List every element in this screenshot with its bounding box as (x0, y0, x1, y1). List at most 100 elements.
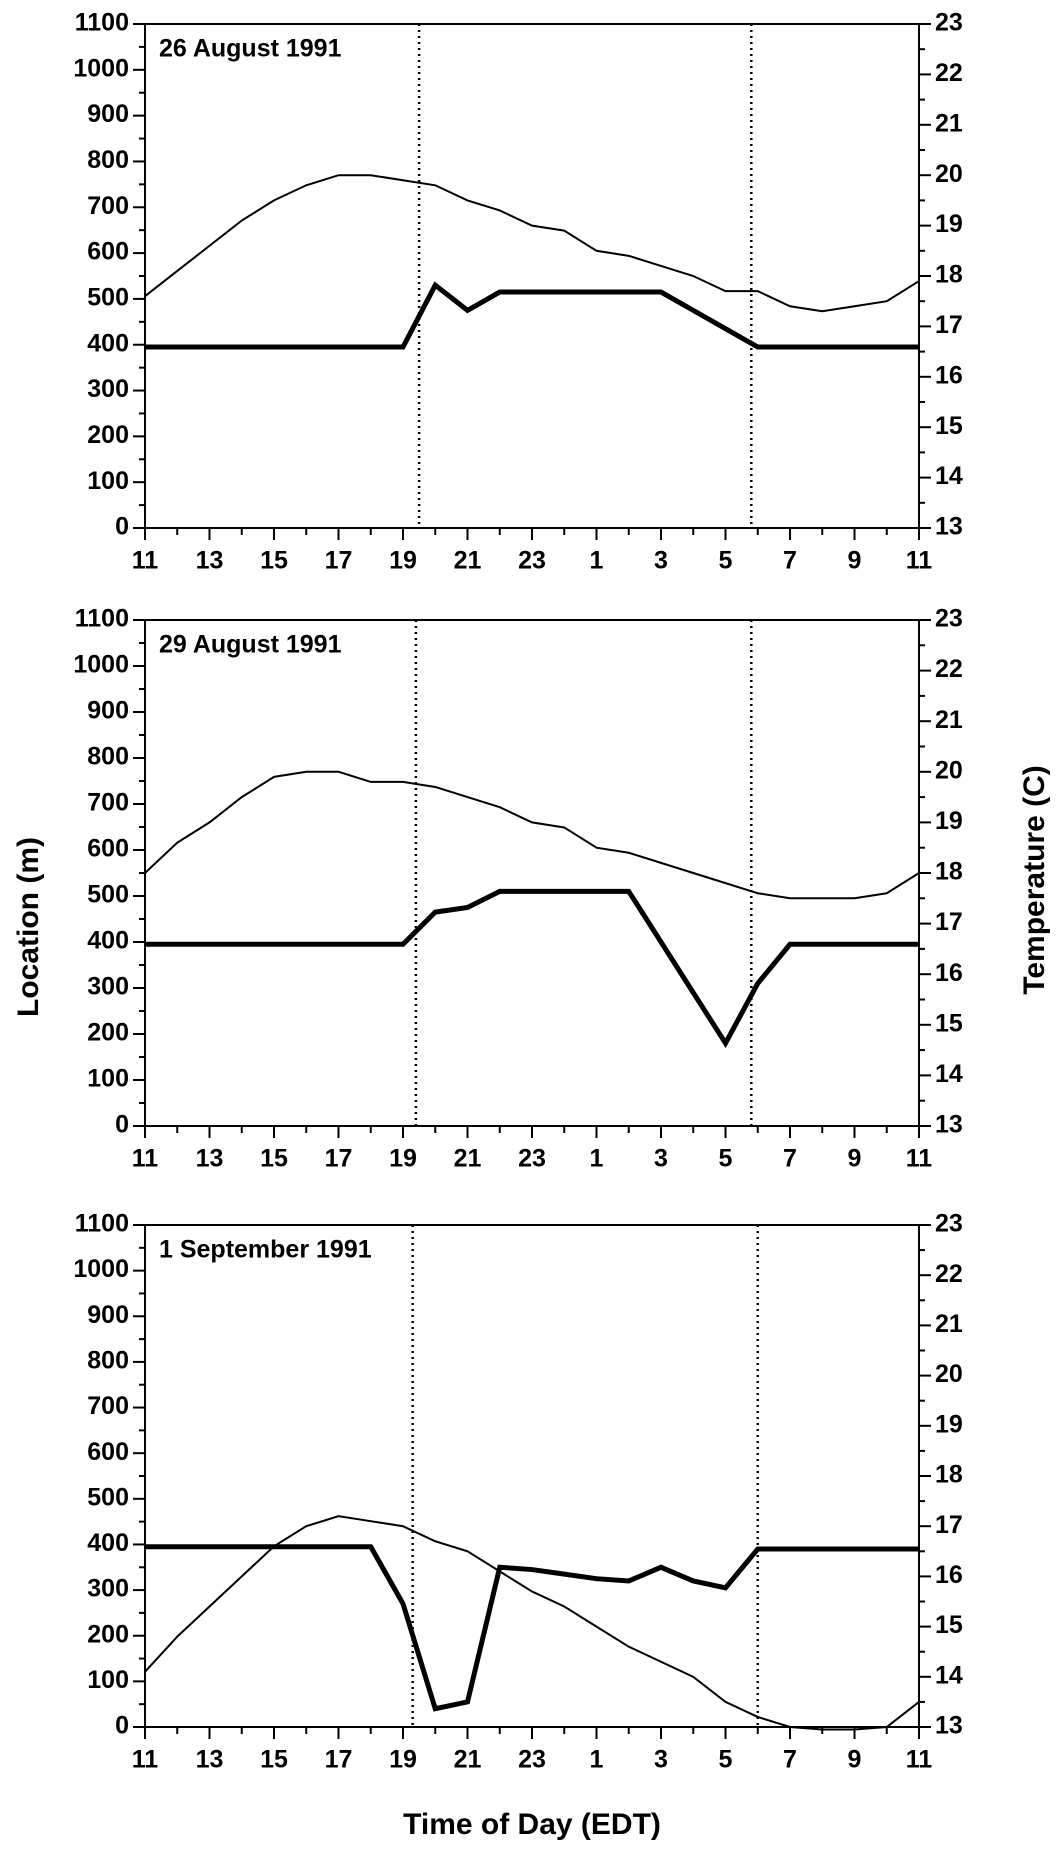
y2-tick-label: 13 (935, 513, 963, 541)
x-tick-label: 11 (132, 1746, 159, 1774)
y-tick-label: 1100 (75, 9, 129, 37)
y2-tick-label: 14 (935, 1661, 963, 1689)
x-tick-label: 9 (848, 1145, 862, 1173)
x-tick-label: 17 (325, 1145, 353, 1173)
y2-tick-label: 17 (935, 1511, 963, 1539)
y2-tick-label: 21 (935, 1310, 963, 1338)
y2-tick-label: 16 (935, 959, 963, 987)
y-tick-label: 500 (87, 881, 129, 909)
plot-frame (144, 1224, 920, 1728)
x-tick-label: 11 (906, 1746, 933, 1774)
x-tick-label: 3 (654, 1746, 668, 1774)
y-tick-label: 500 (87, 1483, 129, 1511)
y2-tick-label: 23 (935, 9, 963, 37)
y2-tick-label: 19 (935, 210, 963, 238)
plot-frame (144, 619, 920, 1127)
y-tick-label: 800 (87, 743, 129, 771)
y2-tick-label: 22 (935, 655, 963, 683)
y-tick-label: 300 (87, 375, 129, 403)
x-tick-label: 1 (590, 1746, 604, 1774)
y-tick-label: 200 (87, 421, 129, 449)
y2-tick-label: 16 (935, 361, 963, 389)
y2-tick-label: 18 (935, 858, 963, 886)
x-tick-label: 3 (654, 547, 668, 575)
y-tick-label: 0 (115, 1111, 129, 1139)
x-tick-label: 1 (590, 1145, 604, 1173)
x-tick-label: 9 (848, 1746, 862, 1774)
y2-axis-label: Temperature (C) (1018, 765, 1051, 994)
x-tick-label: 21 (454, 1145, 482, 1173)
y2-tick-label: 16 (935, 1561, 963, 1589)
y-tick-label: 600 (87, 835, 129, 863)
y-tick-label: 1000 (73, 1255, 129, 1283)
plot-frame (144, 23, 920, 529)
x-tick-label: 1 (590, 547, 604, 575)
x-tick-label: 11 (132, 1145, 159, 1173)
x-tick-label: 5 (719, 547, 733, 575)
y-tick-label: 900 (87, 100, 129, 128)
y2-tick-label: 22 (935, 1260, 963, 1288)
y-tick-label: 800 (87, 146, 129, 174)
y-tick-label: 600 (87, 1438, 129, 1466)
x-tick-label: 7 (783, 1746, 797, 1774)
y-tick-label: 200 (87, 1019, 129, 1047)
x-tick-label: 19 (389, 1145, 417, 1173)
data-line (145, 888, 919, 1049)
chart-title: 26 August 1991 (159, 35, 342, 63)
y2-tick-label: 15 (935, 1611, 963, 1639)
x-tick-label: 17 (325, 547, 353, 575)
y-tick-label: 900 (87, 1301, 129, 1329)
y2-tick-label: 18 (935, 1461, 963, 1489)
y2-tick-label: 23 (935, 1210, 963, 1238)
y-tick-label: 300 (87, 1575, 129, 1603)
data-line (145, 1544, 919, 1712)
y-tick-label: 400 (87, 927, 129, 955)
y2-tick-label: 14 (935, 462, 963, 490)
data-line (144, 770, 920, 900)
x-tick-label: 7 (783, 547, 797, 575)
y-tick-label: 100 (87, 467, 129, 495)
y-tick-label: 400 (87, 1529, 129, 1557)
y2-tick-label: 22 (935, 59, 963, 87)
y-tick-label: 400 (87, 329, 129, 357)
data-line (144, 1515, 920, 1731)
y-tick-label: 600 (87, 238, 129, 266)
y-tick-label: 1000 (73, 651, 129, 679)
y2-tick-label: 17 (935, 311, 963, 339)
x-tick-label: 11 (906, 1145, 933, 1173)
x-tick-label: 23 (518, 547, 546, 575)
y2-tick-label: 15 (935, 412, 963, 440)
y-tick-label: 100 (87, 1666, 129, 1694)
x-tick-label: 13 (196, 1746, 224, 1774)
y2-tick-label: 13 (935, 1712, 963, 1740)
y2-tick-label: 19 (935, 807, 963, 835)
y-tick-label: 1100 (75, 1210, 129, 1238)
y-tick-label: 500 (87, 284, 129, 312)
x-tick-label: 7 (783, 1145, 797, 1173)
x-tick-label: 15 (260, 547, 288, 575)
y2-tick-label: 20 (935, 756, 963, 784)
data-line (144, 174, 920, 313)
y-tick-label: 300 (87, 973, 129, 1001)
x-tick-label: 11 (132, 547, 159, 575)
x-tick-label: 13 (196, 547, 224, 575)
y2-tick-label: 13 (935, 1111, 963, 1139)
y2-tick-label: 21 (935, 706, 963, 734)
y-tick-label: 800 (87, 1347, 129, 1375)
y2-tick-label: 21 (935, 109, 963, 137)
x-tick-label: 5 (719, 1746, 733, 1774)
x-tick-label: 21 (454, 1746, 482, 1774)
y-tick-label: 1100 (75, 605, 129, 633)
x-tick-label: 5 (719, 1145, 733, 1173)
y2-tick-label: 20 (935, 1360, 963, 1388)
y2-tick-label: 20 (935, 160, 963, 188)
y-tick-label: 0 (115, 1712, 129, 1740)
y2-tick-label: 17 (935, 908, 963, 936)
y2-tick-label: 15 (935, 1009, 963, 1037)
y-tick-label: 700 (87, 789, 129, 817)
chart-title: 29 August 1991 (159, 631, 342, 659)
y2-tick-label: 23 (935, 605, 963, 633)
x-tick-label: 13 (196, 1145, 224, 1173)
y-tick-label: 0 (115, 513, 129, 541)
